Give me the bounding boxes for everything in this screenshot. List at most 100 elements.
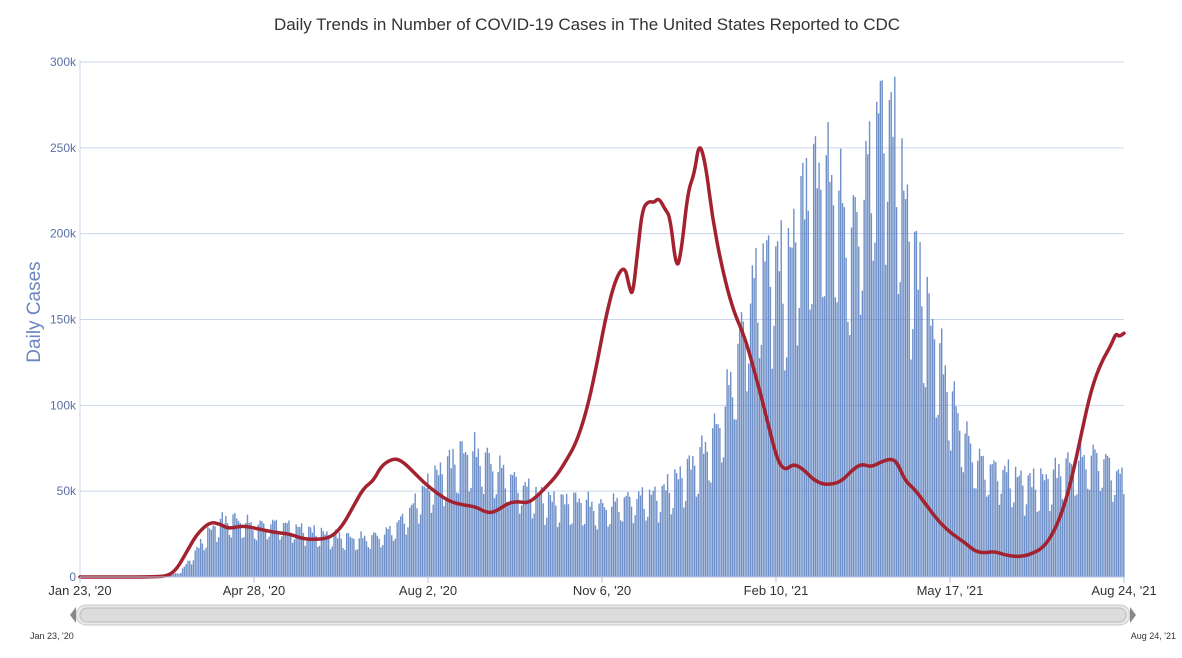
daily-case-bar [654, 486, 656, 577]
daily-case-bar [401, 513, 404, 577]
daily-case-bar [1032, 468, 1035, 577]
daily-case-bar [751, 265, 754, 577]
daily-case-bar [704, 441, 707, 577]
daily-case-bar [405, 534, 407, 577]
daily-case-bar [684, 501, 687, 577]
daily-case-bar [1005, 472, 1008, 577]
range-navigator[interactable]: Jan 23, '20 Aug 24, '21 [30, 604, 1176, 641]
daily-case-bar [501, 467, 503, 577]
daily-case-bar [805, 158, 808, 577]
daily-case-bar [870, 213, 873, 577]
moving-average-line[interactable] [78, 146, 1126, 579]
daily-case-bar [513, 471, 516, 577]
daily-case-bar [641, 487, 644, 577]
daily-case-bar [1034, 489, 1037, 577]
daily-case-bar [940, 328, 943, 577]
daily-case-bar [737, 343, 739, 577]
daily-case-bar [748, 363, 750, 577]
daily-case-bar [230, 537, 232, 577]
daily-case-bar [984, 479, 986, 577]
daily-case-bar [190, 564, 193, 577]
daily-case-bar [299, 527, 301, 577]
daily-case-bar [811, 304, 813, 577]
daily-case-bar [886, 201, 889, 578]
daily-case-bar [277, 530, 279, 577]
daily-case-bar [1036, 511, 1038, 577]
daily-case-bar [1101, 487, 1103, 577]
daily-case-bar [479, 466, 481, 577]
daily-case-bar [865, 140, 867, 577]
daily-case-bar [1074, 495, 1076, 577]
daily-case-bar [358, 538, 360, 577]
daily-case-bar [235, 518, 238, 577]
daily-case-bar [473, 432, 476, 577]
daily-case-bar [589, 506, 591, 577]
daily-case-bar [690, 469, 692, 577]
daily-case-bar [1016, 477, 1019, 577]
daily-case-bar [208, 528, 211, 577]
daily-case-bar [1103, 459, 1105, 577]
daily-case-bar [735, 419, 737, 577]
daily-case-bar [1059, 476, 1062, 577]
daily-case-bar [282, 523, 285, 577]
daily-case-bar [409, 507, 411, 577]
daily-case-bar [912, 329, 914, 577]
daily-case-bar [493, 498, 496, 577]
daily-case-bar [571, 523, 573, 577]
navigator-right-handle[interactable] [1130, 607, 1136, 623]
daily-case-bar [598, 503, 600, 577]
daily-case-bar [863, 199, 865, 577]
daily-case-bar [376, 535, 379, 577]
daily-case-bar [1040, 468, 1042, 577]
daily-case-bar [922, 383, 925, 577]
daily-case-bar [885, 264, 887, 577]
daily-case-bar [371, 535, 373, 577]
daily-case-bar [389, 526, 391, 577]
daily-case-bar [203, 550, 205, 577]
daily-case-bar [369, 548, 371, 577]
daily-case-bar [304, 545, 306, 577]
daily-case-bar [300, 523, 303, 577]
daily-cases-bars[interactable] [144, 76, 1125, 578]
daily-case-bar [1119, 473, 1121, 577]
daily-case-bar [430, 512, 433, 577]
daily-case-bar [906, 184, 909, 577]
daily-case-bar [326, 531, 328, 577]
daily-case-bar [693, 465, 696, 577]
daily-case-bar [784, 370, 786, 577]
daily-case-bar [1000, 493, 1002, 577]
daily-case-bar [858, 246, 860, 578]
daily-case-bar [933, 339, 936, 577]
daily-case-bar [455, 492, 458, 577]
daily-case-bar [980, 456, 983, 577]
daily-case-bar [515, 476, 517, 577]
daily-case-bar [953, 381, 956, 577]
daily-case-bar [1002, 469, 1004, 577]
moving-average-layer[interactable] [78, 146, 1126, 579]
daily-case-bar [565, 493, 568, 577]
daily-case-bar [955, 406, 957, 577]
daily-case-bar [250, 522, 252, 577]
daily-case-bar [466, 455, 469, 577]
daily-case-bar [724, 406, 727, 577]
daily-case-bar [576, 502, 579, 577]
navigator-left-handle[interactable] [70, 607, 76, 623]
daily-case-bar [845, 257, 847, 577]
daily-case-bar [502, 464, 505, 577]
daily-case-bar [832, 205, 835, 578]
daily-case-bar [349, 536, 351, 577]
daily-case-bar [257, 524, 260, 577]
daily-case-bar [259, 520, 261, 577]
daily-case-bar [942, 374, 945, 577]
navigator-scrollbar[interactable] [79, 607, 1127, 623]
daily-case-bar [721, 462, 723, 577]
daily-case-bar [457, 493, 460, 577]
daily-case-bar [450, 468, 452, 577]
daily-case-bar [1031, 487, 1033, 577]
daily-case-bar [281, 536, 283, 577]
daily-case-bar [1029, 473, 1031, 577]
daily-case-bar [623, 497, 626, 577]
daily-case-bar [309, 527, 312, 577]
daily-case-bar [318, 545, 321, 577]
daily-case-bar [760, 344, 763, 577]
